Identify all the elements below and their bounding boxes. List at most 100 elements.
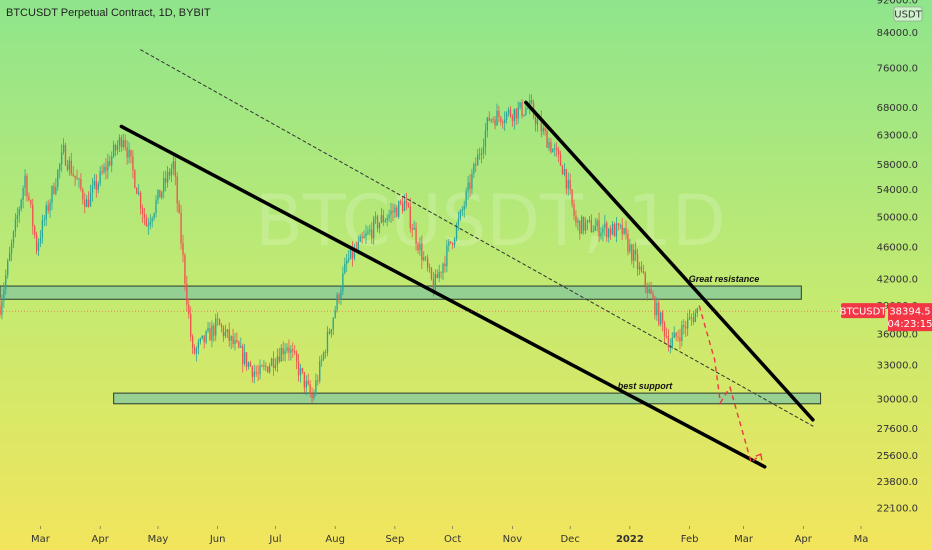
trend-line-trend-dotted[interactable] xyxy=(140,49,814,427)
y-tick-label: 46000.0 xyxy=(877,242,918,253)
zone-0[interactable] xyxy=(0,285,802,300)
candle xyxy=(546,125,548,148)
candle xyxy=(313,389,315,401)
candle xyxy=(168,168,171,181)
candle xyxy=(188,298,190,319)
candle xyxy=(109,155,111,167)
candle xyxy=(477,148,479,166)
candle xyxy=(174,153,176,186)
candle xyxy=(409,197,411,233)
candle xyxy=(269,362,271,374)
candle xyxy=(68,156,71,176)
candle xyxy=(218,318,221,326)
candle xyxy=(143,208,146,226)
candle xyxy=(611,220,614,236)
candle xyxy=(5,269,7,295)
candle xyxy=(530,94,533,105)
candle xyxy=(242,343,244,373)
candle xyxy=(326,326,329,357)
candle xyxy=(471,168,473,195)
candle xyxy=(373,215,375,245)
candle xyxy=(288,339,290,361)
annotations-layer: Great resistance best support xyxy=(618,274,760,391)
candle xyxy=(365,224,367,244)
candle xyxy=(604,214,606,237)
candle xyxy=(307,373,309,386)
candle xyxy=(26,173,28,202)
x-tick-label: Ma xyxy=(854,534,869,545)
candle xyxy=(265,362,267,372)
candle xyxy=(640,261,643,273)
candle xyxy=(488,111,490,122)
candle xyxy=(220,323,223,333)
current-price-tag: BTCUSDT xyxy=(840,303,887,319)
candle xyxy=(12,230,15,249)
x-tick-label: Aug xyxy=(325,534,345,545)
candle xyxy=(552,148,554,153)
candle xyxy=(120,134,123,152)
candle xyxy=(30,199,32,208)
candle xyxy=(340,285,342,305)
x-tick-label: May xyxy=(148,534,169,545)
projection-path[interactable] xyxy=(698,305,762,464)
candle xyxy=(74,175,76,187)
candle xyxy=(295,349,298,370)
trend-line-down-channel-lower[interactable] xyxy=(119,124,767,469)
candle xyxy=(359,234,361,243)
candle xyxy=(197,338,200,355)
candle xyxy=(609,225,612,240)
candle xyxy=(505,111,508,124)
candle xyxy=(315,373,317,397)
candle xyxy=(342,266,344,296)
candle xyxy=(145,214,148,227)
zone-1[interactable] xyxy=(113,392,822,405)
candle xyxy=(600,227,602,240)
candle xyxy=(99,166,101,187)
candle xyxy=(33,224,36,239)
candle xyxy=(440,271,442,279)
y-tick-label: 33000.0 xyxy=(877,361,918,372)
candle xyxy=(222,325,225,342)
candle xyxy=(112,140,115,159)
candle xyxy=(683,319,685,335)
candle xyxy=(567,172,569,196)
candles-layer xyxy=(0,94,698,403)
candle xyxy=(388,209,390,223)
x-tick-label: Mar xyxy=(734,534,754,545)
candle xyxy=(184,253,186,291)
candle xyxy=(496,103,498,126)
candle xyxy=(690,313,693,327)
candle xyxy=(369,224,371,236)
candle xyxy=(382,209,384,226)
candle xyxy=(178,200,180,214)
candle xyxy=(629,238,631,254)
projection-layer xyxy=(698,305,763,464)
candle xyxy=(660,311,662,327)
candle xyxy=(502,119,504,129)
candle xyxy=(292,342,294,358)
projection-arrowhead xyxy=(755,453,763,461)
currency-badge[interactable]: USDT xyxy=(893,6,923,22)
y-tick-label: 54000.0 xyxy=(877,185,918,196)
x-tick-label: Apr xyxy=(92,534,110,545)
candle xyxy=(451,242,454,250)
candle xyxy=(286,343,288,354)
candle xyxy=(598,212,600,242)
candle xyxy=(602,224,604,242)
candle xyxy=(681,320,683,347)
candle xyxy=(193,344,196,355)
candle xyxy=(305,375,307,396)
candle xyxy=(396,205,398,218)
candle xyxy=(86,194,88,208)
candle xyxy=(490,118,492,124)
candle xyxy=(478,147,481,160)
candle xyxy=(118,134,121,152)
trend-line-down-channel-upper[interactable] xyxy=(524,100,815,422)
candle xyxy=(55,178,57,196)
candle xyxy=(16,207,19,228)
candle xyxy=(330,328,332,338)
candle xyxy=(571,188,573,208)
candle xyxy=(679,328,681,350)
candle xyxy=(322,350,325,362)
candle xyxy=(371,222,373,244)
